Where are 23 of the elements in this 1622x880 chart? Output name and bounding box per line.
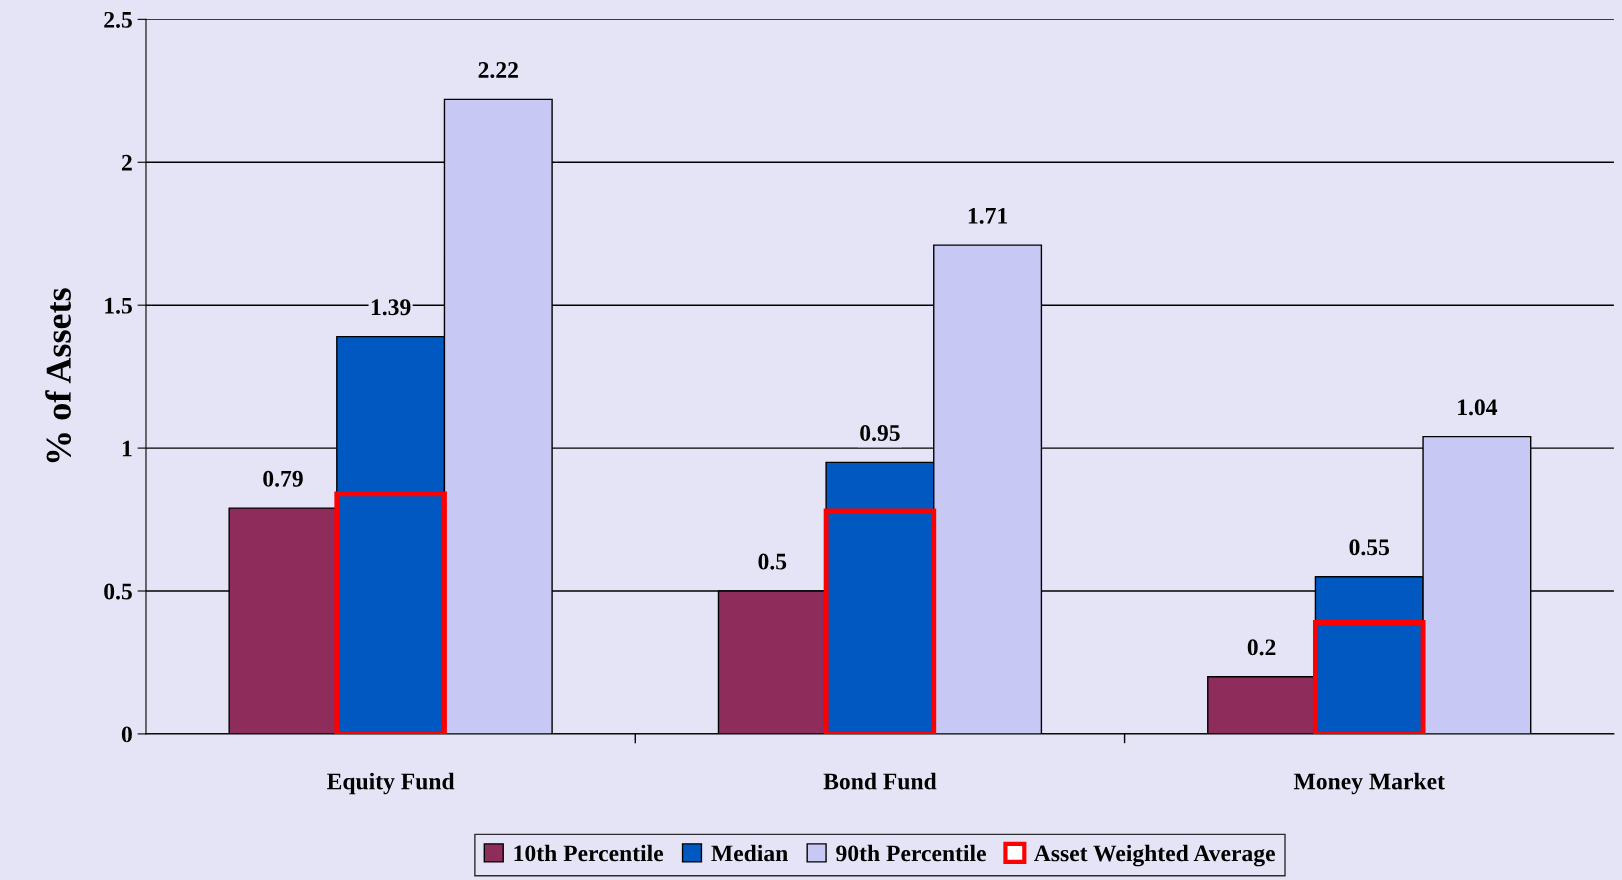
y-tick-label: 1: [122, 440, 132, 457]
data-label: 0.55: [1349, 539, 1390, 556]
y-axis-title: % of Assets: [45, 288, 72, 463]
x-tick-label: Money Market: [1293, 772, 1445, 795]
data-label: 2.22: [478, 62, 518, 79]
legend-label: 10th Percentile: [514, 844, 664, 862]
x-tick-label: Bond Fund: [823, 772, 937, 790]
data-label: 0.95: [860, 424, 900, 442]
data-label: 1.39: [371, 299, 411, 316]
data-label: 0.5: [758, 553, 787, 570]
y-tick-label: 2: [121, 154, 132, 171]
legend-label: Median: [711, 844, 788, 862]
x-tick-label: Equity Fund: [327, 772, 455, 795]
data-label: 1.04: [1458, 399, 1498, 416]
y-tick-label: 0: [121, 726, 132, 743]
y-tick-label: 1.5: [105, 297, 132, 314]
y-tick-label: 2.5: [104, 11, 132, 28]
data-label: 1.71: [968, 207, 1008, 224]
legend-label: Asset Weighted Average: [1033, 844, 1275, 867]
data-label: 0.2: [1247, 639, 1276, 656]
data-label: 0.79: [263, 470, 303, 487]
legend-label: 90th Percentile: [836, 844, 986, 862]
y-tick-label: 0.5: [104, 583, 132, 600]
